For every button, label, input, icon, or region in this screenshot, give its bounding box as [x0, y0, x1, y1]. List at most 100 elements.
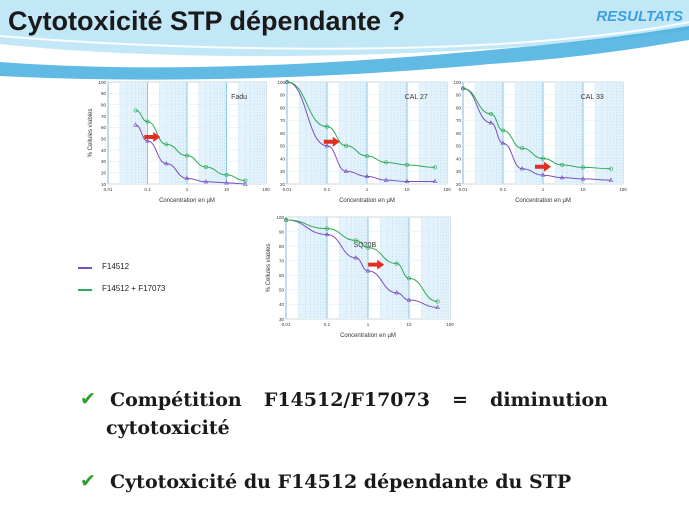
- y-tick-label: 90: [280, 93, 286, 98]
- data-point-f14512-f17073: [133, 108, 138, 113]
- data-point-f14512-f17073: [324, 124, 329, 129]
- decade-shade: [159, 82, 187, 184]
- data-point-f14512: [133, 122, 138, 127]
- data-point-f14512-f17073: [432, 165, 437, 170]
- series-line-f14512-f17073: [462, 87, 611, 170]
- y-tick-label: 20: [101, 170, 107, 175]
- data-point-f14512: [383, 177, 389, 182]
- x-tick-label: 0.1: [324, 322, 331, 327]
- data-point-f14512-f17073: [243, 178, 248, 183]
- y-tick-label: 20: [456, 182, 462, 187]
- data-point-f14512-f17073: [365, 153, 370, 158]
- data-point-f14512-f17073: [394, 261, 399, 266]
- y-tick-label: 100: [98, 80, 106, 85]
- y-tick-label: 80: [280, 105, 286, 110]
- y-tick-label: 30: [101, 159, 107, 164]
- data-point-f14512: [559, 174, 565, 180]
- x-tick-label: 0.01: [282, 322, 291, 327]
- y-tick-label: 30: [280, 169, 286, 174]
- decade-shade: [238, 82, 266, 184]
- data-point-f14512: [365, 268, 371, 273]
- data-point-f14512-f17073: [224, 172, 229, 177]
- data-point-f14512: [203, 179, 209, 184]
- x-tick-label: 10: [224, 187, 230, 192]
- x-axis-title: Concentration en µM: [515, 198, 571, 204]
- x-tick-label: 0.1: [324, 187, 331, 192]
- series-line-f14512: [285, 219, 438, 308]
- data-point-f14512: [243, 181, 248, 186]
- data-point-f14512-f17073: [344, 143, 349, 148]
- data-point-f14512-f17073: [541, 156, 546, 161]
- arrow-icon: [144, 132, 161, 143]
- y-tick-label: 90: [456, 93, 462, 98]
- x-tick-label: 100: [446, 322, 454, 327]
- x-tick-label: 100: [443, 187, 451, 192]
- bullet-2-text: Cytotoxicité du F14512 dépendante du STP: [110, 471, 572, 493]
- x-tick-label: 100: [262, 187, 270, 192]
- series-line-f14512-f17073: [285, 219, 438, 303]
- chart-fadu: 10 20 30 40 50 60 70 80 90 100 0.01 0.1 1 10 100 Concen…: [88, 80, 270, 204]
- y-tick-label: 50: [279, 288, 285, 293]
- header-banner: [0, 0, 689, 80]
- legend-swatch-f14512-f17073: [78, 289, 92, 291]
- data-point-f14512-f17073: [185, 153, 190, 158]
- data-point-f14512-f17073: [520, 146, 525, 151]
- x-tick-label: 0.01: [283, 187, 292, 192]
- data-point-f14512: [184, 175, 190, 180]
- x-tick-label: 10: [580, 187, 586, 192]
- data-point-f14512: [364, 173, 370, 178]
- x-tick-label: 100: [619, 187, 627, 192]
- y-tick-label: 40: [279, 302, 285, 307]
- y-tick-label: 80: [101, 102, 107, 107]
- y-tick-label: 80: [456, 105, 462, 110]
- y-tick-label: 30: [456, 169, 462, 174]
- data-point-f14512-f17073: [353, 238, 358, 243]
- data-point-f14512-f17073: [384, 160, 389, 165]
- chart-sq20b: 30 40 50 60 70 80 90 100 0.01 0.1 1 10 100 Concentrat…: [266, 215, 454, 339]
- data-point-f14512-f17073: [500, 128, 505, 133]
- y-tick-label: 60: [280, 131, 286, 136]
- arrow-icon: [535, 161, 551, 172]
- data-point-f14512: [353, 255, 358, 260]
- bullet-1-line-1: Compétition F14512/F17073 = diminution: [110, 389, 608, 411]
- x-tick-label: 10: [406, 322, 412, 327]
- data-point-f14512: [164, 160, 169, 166]
- y-tick-label: 90: [279, 229, 285, 234]
- checkmark-icon: ✔: [80, 388, 96, 410]
- y-tick-label: 70: [280, 118, 286, 123]
- data-point-f14512-f17073: [366, 245, 371, 250]
- y-tick-label: 100: [277, 80, 285, 85]
- decade-shade: [119, 82, 148, 184]
- panel-label: SQ20B: [354, 242, 377, 249]
- page-title: Cytotoxicité STP dépendante ?: [8, 6, 406, 36]
- y-tick-label: 60: [101, 125, 107, 130]
- y-tick-label: 100: [276, 215, 284, 220]
- y-tick-label: 70: [456, 118, 462, 123]
- data-point-f14512-f17073: [560, 162, 565, 167]
- x-tick-label: 1: [367, 322, 370, 327]
- data-point-f14512: [432, 178, 438, 184]
- data-point-f14512: [500, 140, 506, 145]
- section-label: RESULTATS: [596, 8, 683, 25]
- data-point-f14512: [608, 177, 614, 182]
- y-tick-label: 60: [279, 273, 285, 278]
- bullet-1-text: Compétition F14512/F17073 = diminution: [110, 389, 608, 411]
- data-point-f14512: [145, 138, 150, 143]
- panel-label: Fadu: [231, 94, 247, 101]
- y-tick-label: 20: [280, 182, 286, 187]
- y-tick-label: 30: [279, 317, 285, 322]
- data-point-f14512: [435, 304, 440, 309]
- x-tick-label: 1: [542, 187, 545, 192]
- data-point-f14512: [580, 176, 586, 181]
- decade-shade: [298, 217, 327, 319]
- y-tick-label: 50: [280, 144, 286, 149]
- data-point-f14512: [540, 172, 546, 177]
- bullet-1-line-2: cytotoxicité: [106, 417, 230, 439]
- y-tick-label: 50: [456, 144, 462, 149]
- decade-shade: [421, 217, 450, 319]
- x-tick-label: 1: [366, 187, 369, 192]
- banner-wave-thin: [0, 21, 689, 50]
- y-tick-label: 50: [101, 136, 107, 141]
- data-point-f14512-f17073: [203, 165, 208, 170]
- data-point-f14512: [394, 290, 399, 295]
